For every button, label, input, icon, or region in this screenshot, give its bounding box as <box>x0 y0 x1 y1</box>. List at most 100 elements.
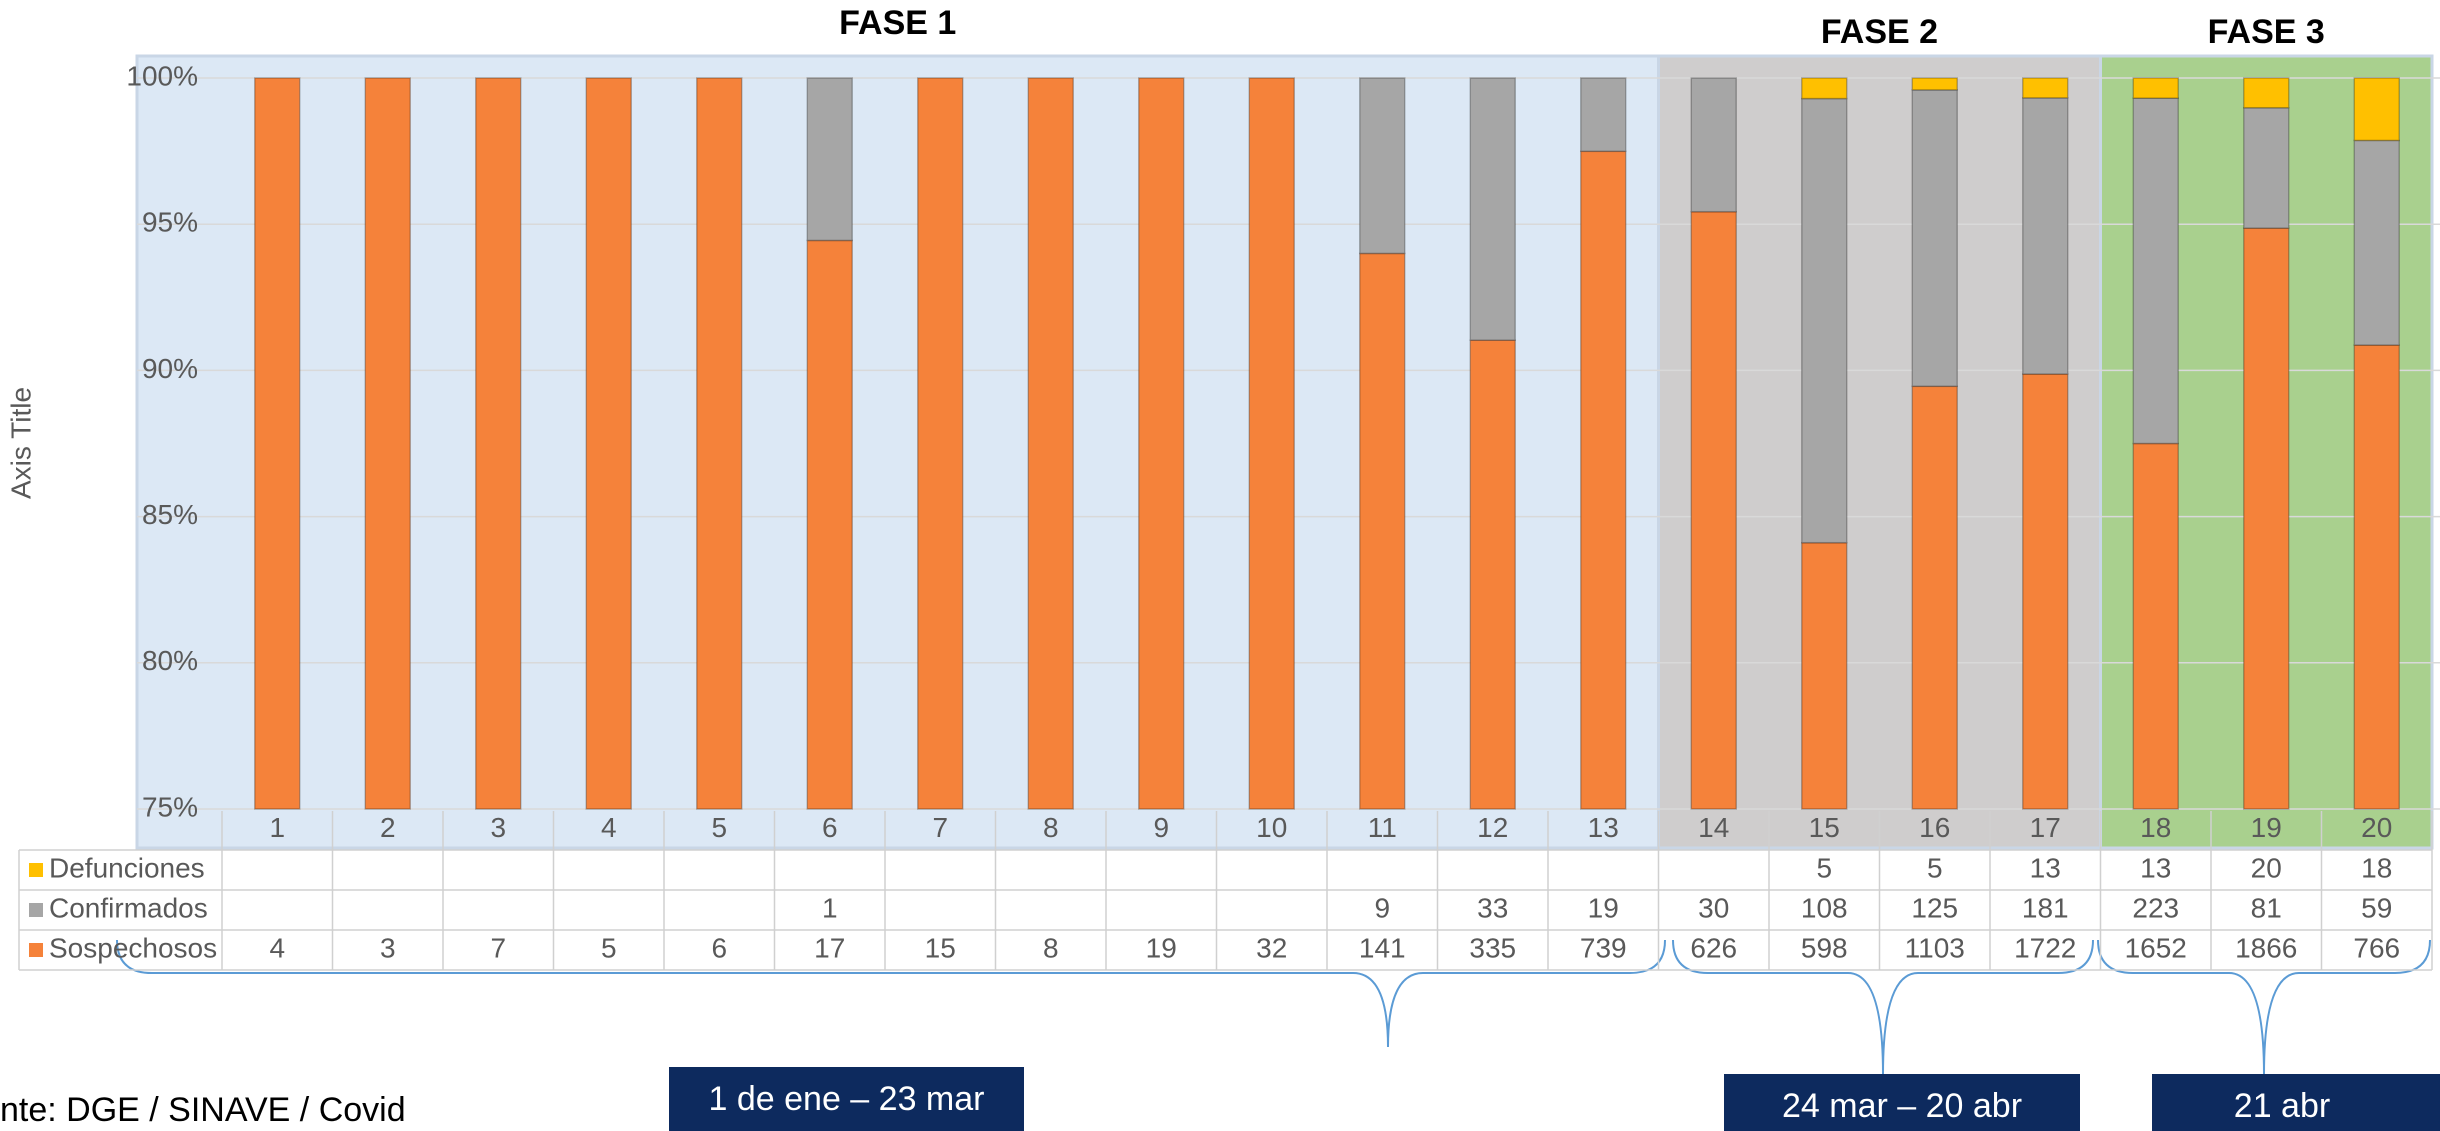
table-value: 5 <box>601 932 617 963</box>
bar-segment <box>2353 77 2400 142</box>
bar-segment <box>2132 442 2179 810</box>
x-tick-label: 7 <box>932 812 948 843</box>
period-label: 21 abr <box>2234 1087 2330 1125</box>
bar-segment <box>1469 339 1516 810</box>
table-value: 8 <box>1043 932 1059 963</box>
y-tick-label: 85% <box>142 499 198 530</box>
bar-segment <box>1690 210 1737 810</box>
x-tick-label: 2 <box>380 812 396 843</box>
legend-label: Defunciones <box>49 852 205 883</box>
bar-segment <box>2022 77 2069 99</box>
bar-segment <box>1911 77 1958 91</box>
table-value: 626 <box>1690 932 1737 963</box>
bar-segment <box>1690 77 1737 213</box>
period-box <box>1724 1074 2080 1131</box>
period-label: 24 mar – 20 abr <box>1782 1087 2022 1125</box>
phase-title: FASE 2 <box>1821 13 1938 51</box>
y-tick-label: 80% <box>142 645 198 676</box>
bar-segment <box>475 77 522 810</box>
table-value: 3 <box>380 932 396 963</box>
table-value: 181 <box>2022 892 2069 923</box>
bar-segment <box>806 239 853 810</box>
table-value: 33 <box>1477 892 1508 923</box>
x-tick-label: 4 <box>601 812 617 843</box>
bar-segment <box>364 77 411 810</box>
bar-segment <box>2132 77 2179 99</box>
table-value: 223 <box>2132 892 2179 923</box>
legend-swatch <box>29 863 43 877</box>
source: nte: DGE / SINAVE / Covid <box>0 1091 406 1129</box>
bar-segment <box>1911 385 1958 810</box>
x-tick-label: 16 <box>1919 812 1950 843</box>
table-value: 1722 <box>2014 932 2076 963</box>
x-tick-label: 20 <box>2361 812 2392 843</box>
bar-segment <box>1580 150 1627 810</box>
table-value: 141 <box>1359 932 1406 963</box>
bar-segment <box>2353 344 2400 810</box>
bar-segment <box>1801 97 1848 544</box>
table-value: 598 <box>1801 932 1848 963</box>
bar-segment <box>1580 77 1627 153</box>
bar-segment <box>1027 77 1074 810</box>
table-value: 335 <box>1469 932 1516 963</box>
bar-segment <box>2243 77 2290 109</box>
table-value: 17 <box>814 932 845 963</box>
table-value: 5 <box>1816 852 1832 883</box>
x-tick-label: 5 <box>711 812 727 843</box>
bar-segment <box>1801 77 1848 100</box>
y-tick-label: 75% <box>142 791 198 822</box>
table-value: 19 <box>1146 932 1177 963</box>
table-value: 59 <box>2361 892 2392 923</box>
bar-segment <box>2243 106 2290 229</box>
y-tick-label: 100% <box>126 60 198 91</box>
table-value: 81 <box>2251 892 2282 923</box>
table-value: 19 <box>1588 892 1619 923</box>
bar-segment <box>2022 373 2069 810</box>
bar-segment <box>1359 252 1406 810</box>
x-tick-label: 19 <box>2251 812 2282 843</box>
table-value: 15 <box>925 932 956 963</box>
bar-segment <box>806 77 853 242</box>
bar-segment <box>254 77 301 810</box>
table-value: 4 <box>269 932 285 963</box>
table-value: 32 <box>1256 932 1287 963</box>
table-value: 30 <box>1698 892 1729 923</box>
period-box <box>669 1067 1024 1131</box>
bar-segment <box>696 77 743 810</box>
phase-title: FASE 3 <box>2208 13 2325 51</box>
bar-segment <box>1248 77 1295 810</box>
table-value: 7 <box>490 932 506 963</box>
table-value: 9 <box>1374 892 1390 923</box>
x-tick-label: 1 <box>269 812 285 843</box>
bar-segment <box>1138 77 1185 810</box>
bar-segment <box>2243 227 2290 810</box>
y-tick-label: 90% <box>142 353 198 384</box>
legend-swatch <box>29 943 43 957</box>
bar-segment <box>1469 77 1516 341</box>
table-value: 1 <box>822 892 838 923</box>
bar-segment <box>2353 139 2400 346</box>
axis-title: Axis Title <box>5 387 36 499</box>
table-value: 125 <box>1911 892 1958 923</box>
x-tick-label: 8 <box>1043 812 1059 843</box>
table-value: 1866 <box>2235 932 2297 963</box>
x-tick-label: 11 <box>1368 812 1397 843</box>
legend-swatch <box>29 903 43 917</box>
table-value: 108 <box>1801 892 1848 923</box>
legend-label: Confirmados <box>49 892 208 923</box>
x-tick-label: 10 <box>1256 812 1287 843</box>
bracket <box>116 939 1666 1048</box>
x-tick-label: 17 <box>2030 812 2061 843</box>
x-tick-label: 3 <box>490 812 506 843</box>
bar-segment <box>2132 97 2179 445</box>
table-value: 6 <box>711 932 727 963</box>
bar-segment <box>585 77 632 810</box>
x-tick-label: 6 <box>822 812 838 843</box>
table-value: 766 <box>2353 932 2400 963</box>
x-tick-label: 13 <box>1588 812 1619 843</box>
table-value: 18 <box>2361 852 2392 883</box>
bar-segment <box>1801 541 1848 810</box>
table-value: 20 <box>2251 852 2282 883</box>
bar-segment <box>2022 97 2069 375</box>
